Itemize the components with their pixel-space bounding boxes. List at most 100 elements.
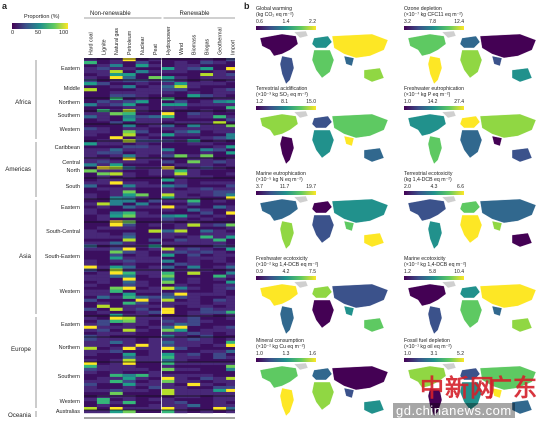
heatmap-cell [226,115,235,119]
heatmap-cell [213,91,227,95]
heatmap-cell [174,232,188,236]
heatmap-cell [200,154,214,158]
heatmap-cell [213,376,227,381]
map-region-shape [459,381,483,411]
heatmap-cell [122,145,136,149]
heatmap-cell [226,274,235,278]
heatmap-cell [135,118,149,122]
heatmap-cell [96,328,110,332]
heatmap-cell [200,193,214,197]
map-tick-label: 7.5 [309,269,316,275]
region-label: Western [60,127,80,133]
heatmap-cell [213,385,227,390]
heatmap-cell [122,184,136,188]
heatmap-cell [213,394,227,399]
heatmap-cell [109,85,123,89]
heatmap-cell [84,361,97,366]
heatmap-cell [122,76,136,80]
heatmap-cell [226,325,235,329]
heatmap-cell [226,295,235,299]
map-region-shape [511,399,533,415]
heatmap-cell [226,406,235,411]
heatmap-cell [200,250,214,254]
map-region-shape [407,283,447,307]
heatmap-cell [109,307,123,311]
heatmap-cell [161,253,175,257]
heatmap-cell [187,127,201,131]
heatmap-cell [213,349,227,354]
heatmap-cell [122,214,136,218]
heatmap-cell [148,184,162,188]
heatmap-cell [96,343,110,348]
map-tick-label: 7.8 [429,19,437,25]
heatmap-cell [135,202,149,206]
map-region-shape [427,305,443,335]
heatmap-cell [135,250,149,254]
heatmap-cell [84,247,97,251]
map-region-shape [491,55,503,67]
map-region-shape [259,365,299,389]
heatmap-cell [96,394,110,399]
heatmap-cell [200,187,214,191]
heatmap-cell [135,79,149,83]
map-region-shape [343,135,355,147]
heatmap-cell [148,337,162,341]
heatmap-cell [161,193,175,197]
heatmap-cell [122,313,136,317]
heatmap-cell [84,274,97,278]
heatmap-cell [135,346,149,351]
map-region-shape [259,33,299,57]
heatmap-cell [187,64,201,68]
heatmap-cell [96,175,110,179]
heatmap-cell [200,100,214,104]
proportion-colorbar [12,23,68,29]
heatmap-cell [109,295,123,299]
heatmap-cell [226,232,235,236]
heatmap-cell [135,316,149,320]
heatmap-cell [135,283,149,287]
heatmap-cell [96,325,110,329]
heatmap-cell [122,337,136,341]
heatmap-cell [226,331,235,335]
heatmap-cell [213,274,227,278]
heatmap-cell [122,316,136,320]
heatmap-cell [161,103,175,107]
map-region-shape [511,67,533,83]
heatmap-cell [122,226,136,230]
heatmap-cell [174,196,188,200]
heatmap-cell [174,223,188,227]
heatmap-cell [122,73,136,77]
heatmap-cell [84,388,97,393]
heatmap-cell [109,91,123,95]
heatmap-cell [226,403,235,408]
map-tick-label: 1.6 [309,351,316,357]
heatmap-cell [213,124,227,128]
map-colorbar-ticks: 2.0 4.3 6.6 [404,184,464,190]
region-label: Western [60,289,80,295]
map-title-text: Freshwater eutrophication [404,86,464,92]
heatmap-cell [174,409,188,414]
heatmap-cell [135,376,149,381]
map-region-shape [441,110,457,119]
map-title: Global warming (kg CO₂ eq m⁻²) [256,6,294,18]
heatmap-cell [213,223,227,227]
heatmap-cell [148,172,162,176]
map-colorbar [404,26,464,30]
heatmap-cell [96,169,110,173]
heatmap-cell [96,172,110,176]
heatmap-cell [109,73,123,77]
heatmap-cell [213,310,227,314]
heatmap-cell [213,232,227,236]
heatmap-cell [213,187,227,191]
heatmap-cell [187,271,201,275]
heatmap-cell [109,61,123,65]
heatmap-cell [96,103,110,107]
heatmap-cell [213,406,227,411]
heatmap-cell [200,328,214,332]
heatmap-cell [213,76,227,80]
heatmap-cell [135,406,149,411]
heatmap-cell [174,250,188,254]
map-region-shape [311,381,335,411]
heatmap-cell [187,238,201,242]
heatmap-cell [187,91,201,95]
